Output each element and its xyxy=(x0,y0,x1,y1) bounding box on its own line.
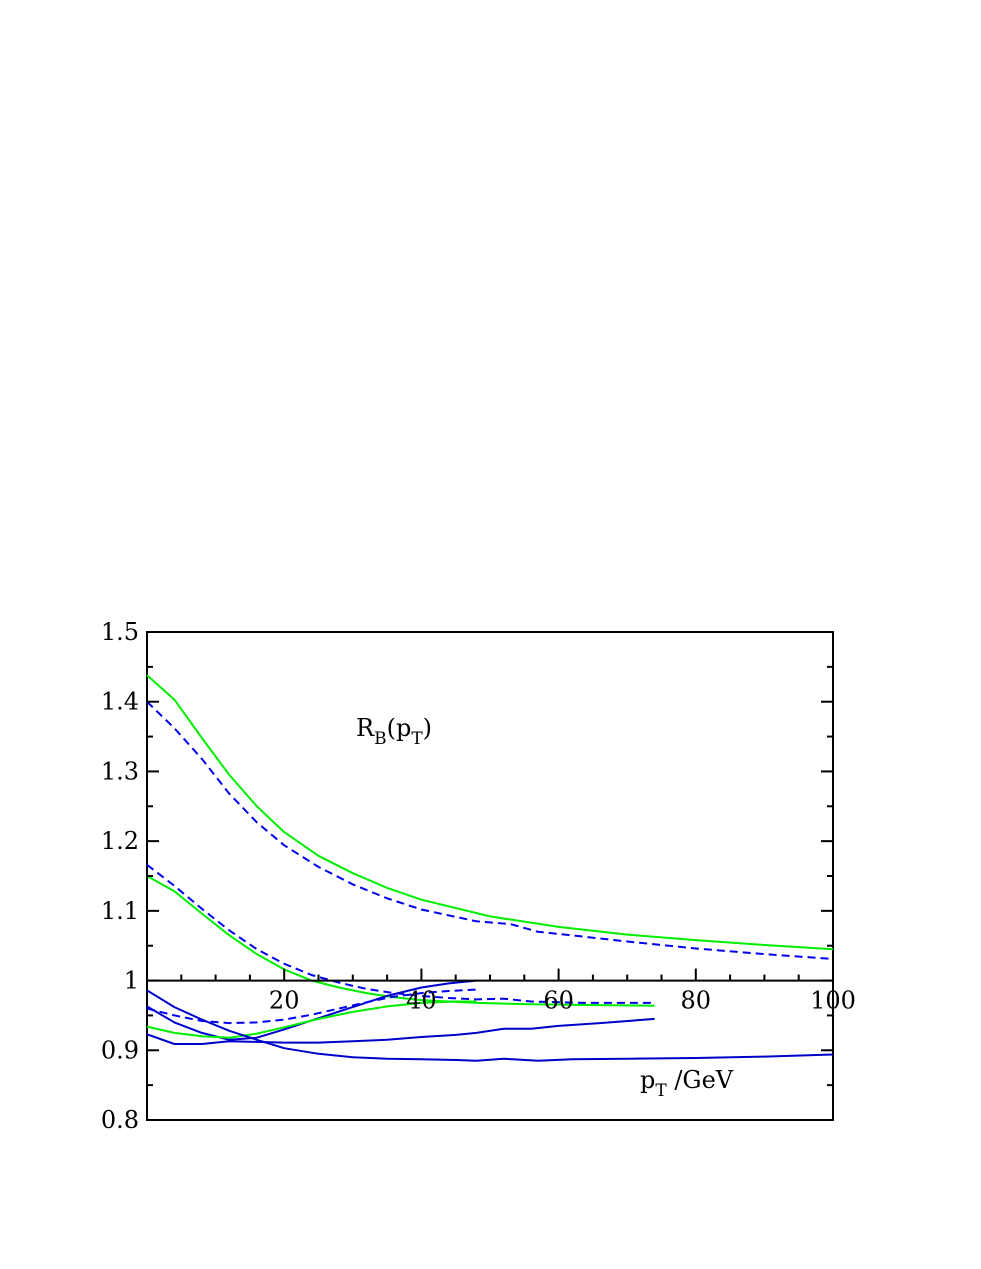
series-line-1 xyxy=(146,674,834,951)
x-tick-label-20: 20 xyxy=(269,987,300,1015)
series-line-6 xyxy=(146,1000,477,1039)
y-tick-label-0.8: 0.8 xyxy=(101,1106,139,1134)
x-tick-label-80: 80 xyxy=(681,987,712,1015)
x-axis-title: pT /GeV xyxy=(640,1066,734,1101)
y-tick-label-1.4: 1.4 xyxy=(101,688,139,716)
series-line-8 xyxy=(146,1017,655,1045)
x-tick-label-40: 40 xyxy=(406,987,437,1015)
series-line-7 xyxy=(146,988,477,1025)
plot-frame xyxy=(146,631,834,1121)
series-line-9 xyxy=(146,989,834,1062)
y-tick-label-1.2: 1.2 xyxy=(101,827,139,855)
series-layer xyxy=(146,674,834,1062)
series-line-4 xyxy=(146,864,655,1004)
y-tick-label-1.5: 1.5 xyxy=(101,618,139,646)
series-line-3 xyxy=(146,875,655,1007)
y-tick-label-1.3: 1.3 xyxy=(101,757,139,785)
y-axis-title: RB(pT) xyxy=(356,714,432,749)
y-tick-label-0.9: 0.9 xyxy=(101,1036,139,1064)
y-tick-label-1.1: 1.1 xyxy=(101,897,139,925)
y-tick-label-1: 1 xyxy=(124,967,139,995)
axis-layer: 20 40 60 80 100 0.8 0.9 1 1.1 1.2 1.3 1.4 1.5 xyxy=(101,618,856,1134)
x-tick-label-60: 60 xyxy=(543,987,574,1015)
x-tick-label-100: 100 xyxy=(810,987,856,1015)
label-layer: RB(pT) pT /GeV xyxy=(356,714,734,1101)
series-line-2 xyxy=(146,700,834,960)
